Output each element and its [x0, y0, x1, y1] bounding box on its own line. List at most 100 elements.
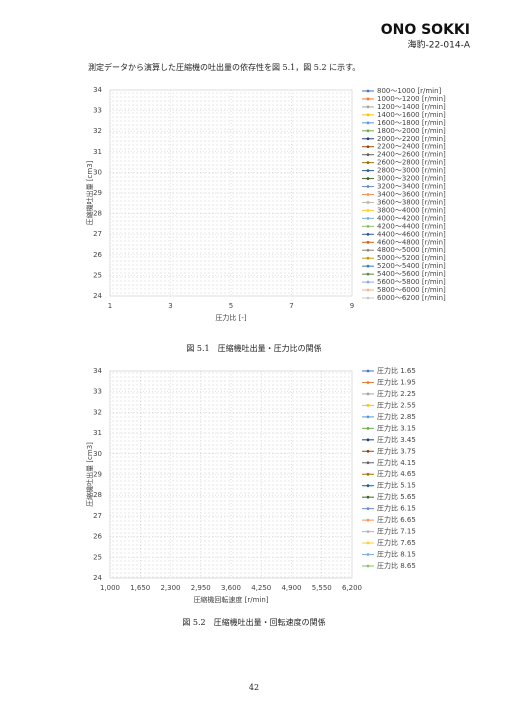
x-tick-label: 1,650	[130, 584, 150, 592]
x-tick-label: 3,600	[221, 584, 241, 592]
legend-label: 5200～5400 [r/min]	[377, 262, 446, 270]
legend-marker	[366, 193, 370, 196]
legend-marker	[366, 495, 370, 499]
legend-label: 圧力比 6.65	[377, 515, 416, 524]
legend-marker	[366, 185, 370, 188]
legend-label: 圧力比 4.65	[377, 469, 416, 478]
legend-label: 4000～4200 [r/min]	[377, 214, 446, 222]
y-tick-label: 27	[93, 512, 102, 520]
y-tick-label: 28	[93, 491, 102, 499]
legend-label: 3800～4000 [r/min]	[377, 206, 446, 214]
legend-marker	[366, 264, 370, 268]
legend-label: 圧力比 3.45	[377, 435, 416, 444]
y-tick-label: 24	[93, 292, 102, 300]
legend-marker	[366, 449, 370, 453]
legend-label: 1400～1600 [r/min]	[377, 111, 446, 119]
legend-marker	[366, 438, 370, 442]
legend-label: 6000～6200 [r/min]	[377, 294, 446, 302]
legend-marker	[366, 121, 370, 125]
x-tick-label: 9	[350, 302, 354, 310]
figure-caption: 図 5.1 圧縮機吐出量・圧力比の関係	[186, 343, 321, 353]
y-tick-label: 30	[93, 168, 102, 176]
y-tick-label: 33	[93, 107, 102, 115]
legend-label: 圧力比 1.95	[377, 377, 416, 386]
legend-marker	[366, 404, 370, 407]
legend-marker	[366, 97, 370, 101]
legend-label: 5400～5600 [r/min]	[377, 270, 446, 278]
legend-label: 5000～5200 [r/min]	[377, 254, 446, 262]
legend-label: 2600～2800 [r/min]	[377, 159, 446, 167]
legend-label: 2000～2200 [r/min]	[377, 135, 446, 143]
legend-label: 圧力比 3.15	[377, 423, 416, 432]
x-tick-label: 5	[229, 302, 233, 310]
legend-label: 5600～5800 [r/min]	[377, 278, 446, 286]
legend-marker	[366, 280, 370, 284]
y-tick-label: 25	[93, 553, 102, 561]
legend-marker	[366, 507, 370, 511]
y-tick-label: 27	[93, 230, 102, 238]
legend-label: 圧力比 8.15	[377, 550, 416, 559]
legend-marker	[366, 105, 370, 109]
legend-marker	[366, 564, 370, 568]
legend-marker	[366, 426, 370, 430]
legend-label: 4200～4400 [r/min]	[377, 222, 446, 230]
legend-marker	[366, 145, 370, 149]
legend-marker	[366, 461, 370, 465]
logo: ONO SOKKI	[381, 22, 470, 38]
legend-marker	[366, 256, 370, 260]
legend-marker	[366, 518, 370, 522]
page-number: 42	[249, 683, 259, 692]
legend-label: 1600～1800 [r/min]	[377, 119, 446, 127]
y-tick-label: 30	[93, 450, 102, 458]
legend-label: 1200～1400 [r/min]	[377, 103, 446, 111]
legend-marker	[366, 392, 370, 396]
legend-marker	[366, 415, 370, 419]
legend-label: 2200～2400 [r/min]	[377, 143, 446, 151]
legend-label: 800～1000 [r/min]	[377, 87, 442, 95]
legend-label: 圧力比 3.75	[377, 446, 416, 455]
x-axis-label: 圧力比 [-]	[215, 313, 246, 322]
x-tick-label: 2,950	[191, 584, 211, 592]
legend-label: 4600～4800 [r/min]	[377, 238, 446, 246]
y-tick-label: 29	[93, 189, 102, 197]
x-tick-label: 1,000	[100, 584, 120, 592]
legend-marker	[366, 240, 370, 244]
y-tick-label: 26	[93, 251, 102, 259]
legend-marker	[366, 216, 370, 220]
legend-marker	[366, 541, 370, 545]
legend-marker	[366, 369, 370, 373]
legend-label: 3000～3200 [r/min]	[377, 175, 446, 183]
legend-label: 圧力比 2.25	[377, 389, 416, 398]
legend-label: 圧力比 2.55	[377, 400, 416, 409]
legend-label: 圧力比 5.15	[377, 481, 416, 490]
y-tick-label: 33	[93, 388, 102, 396]
y-axis-label: 圧縮機吐出量 [cm3]	[85, 160, 94, 225]
legend-marker	[366, 201, 370, 204]
legend-marker	[366, 381, 370, 384]
legend-marker	[366, 161, 370, 165]
legend-marker	[366, 248, 370, 252]
legend-label: 圧力比 5.65	[377, 492, 416, 501]
legend-label: 圧力比 1.65	[377, 366, 416, 375]
y-tick-label: 32	[93, 127, 102, 135]
legend-marker	[366, 137, 370, 141]
legend-marker	[366, 209, 370, 212]
y-tick-label: 28	[93, 210, 102, 218]
legend-label: 3400～3600 [r/min]	[377, 191, 446, 199]
y-tick-label: 31	[93, 429, 102, 437]
legend-label: 1800～2000 [r/min]	[377, 127, 446, 135]
y-tick-label: 34	[93, 367, 102, 375]
legend-label: 圧力比 6.15	[377, 504, 416, 513]
legend-marker	[366, 153, 370, 157]
legend-label: 4400～4600 [r/min]	[377, 230, 446, 238]
y-tick-label: 29	[93, 471, 102, 479]
legend-label: 1000～1200 [r/min]	[377, 95, 446, 103]
legend-marker	[366, 272, 370, 276]
legend-marker	[366, 224, 370, 228]
legend-marker	[366, 530, 370, 533]
legend-label: 2800～3000 [r/min]	[377, 167, 446, 175]
legend-label: 3600～3800 [r/min]	[377, 198, 446, 206]
legend-marker	[366, 296, 370, 300]
x-tick-label: 5,550	[312, 584, 332, 592]
